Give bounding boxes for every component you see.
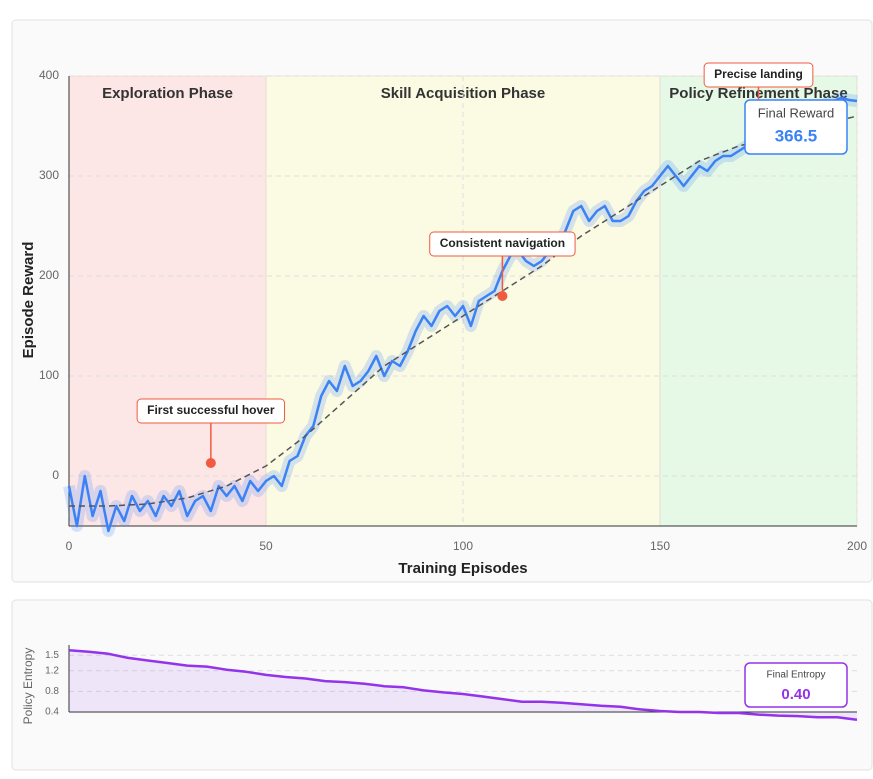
- annotation-box: [136, 398, 286, 424]
- y-axis-title: Policy Entropy: [21, 648, 35, 725]
- entropy-panel: [11, 599, 873, 771]
- annotation-text: Consistent navigation: [440, 236, 565, 250]
- y-tick-label: 0.4: [45, 707, 59, 718]
- phase-label: Exploration Phase: [102, 85, 233, 102]
- y-tick-label: 300: [39, 168, 59, 182]
- series-line: [67, 96, 858, 533]
- annotation-text: Precise landing: [714, 67, 803, 81]
- phase-label: Skill Acquisition Phase: [381, 85, 546, 102]
- y-axis-title: Episode Reward: [20, 242, 37, 359]
- annotation-box: [429, 231, 576, 257]
- y-tick-label: 0: [52, 468, 59, 482]
- final-box: [744, 662, 848, 708]
- final-box: [744, 99, 848, 155]
- annotation-point: [205, 458, 216, 468]
- x-tick-label: 150: [650, 539, 670, 553]
- final-title: Final Reward: [758, 105, 835, 120]
- x-tick-label: 50: [259, 539, 273, 553]
- annotation-text: First successful hover: [147, 403, 275, 417]
- final-title: Final Entropy: [767, 670, 826, 681]
- y-tick-label: 200: [39, 268, 59, 282]
- x-tick-label: 200: [847, 539, 867, 553]
- series-line: [69, 115, 858, 507]
- annotation-point: [497, 291, 508, 301]
- y-tick-label: 400: [39, 68, 59, 82]
- x-tick-label: 0: [66, 539, 73, 553]
- final-value: 366.5: [775, 126, 818, 145]
- final-value: 0.40: [781, 686, 810, 703]
- series-line: [68, 648, 858, 721]
- y-tick-label: 100: [39, 368, 59, 382]
- y-tick-label: 1.2: [45, 665, 59, 676]
- y-tick-label: 0.8: [45, 686, 59, 697]
- phase-region: [68, 75, 267, 527]
- annotation-box: [703, 62, 814, 88]
- x-axis-title: Training Episodes: [398, 560, 527, 577]
- entropy-area: [69, 650, 857, 720]
- x-tick-label: 100: [453, 539, 473, 553]
- y-tick-label: 1.5: [45, 650, 59, 661]
